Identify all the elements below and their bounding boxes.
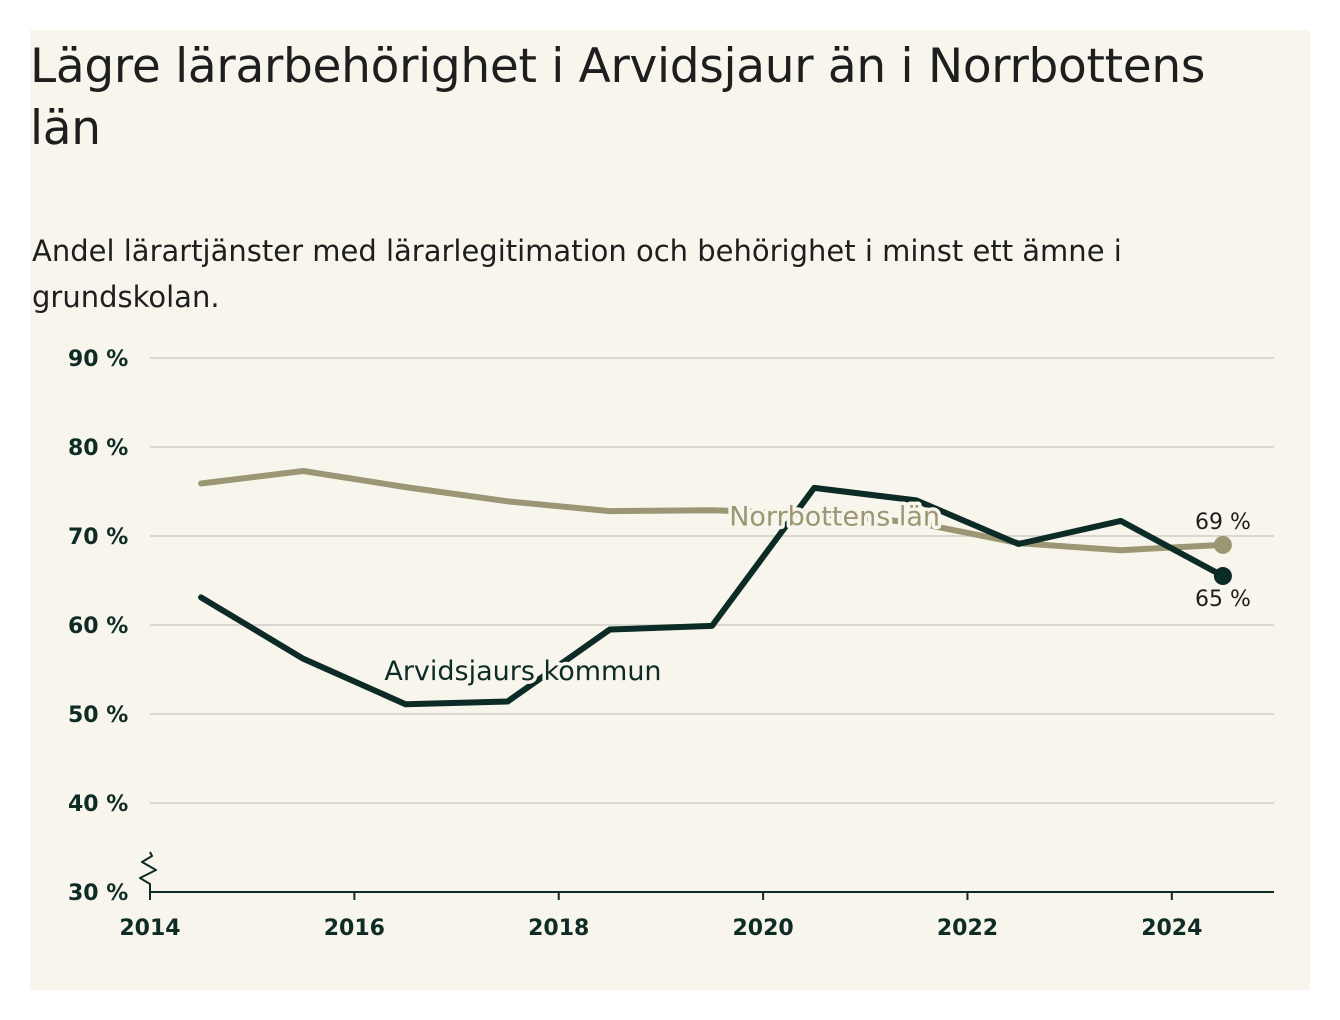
data-series <box>198 468 1226 708</box>
grid-lines <box>150 357 1274 804</box>
x-tick-label: 2016 <box>324 916 385 941</box>
chart-title: Lägre lärarbehörighet i Arvidsjaur än i … <box>30 39 1206 156</box>
series-name-label: Norrbottens län <box>729 501 940 532</box>
axes: 30 % 40 % 50 % 60 % 70 % 80 % 90 % 2014 2016 2018… <box>68 347 1274 941</box>
axis-break-icon <box>139 851 157 892</box>
series-line <box>198 484 1226 708</box>
series-line <box>198 468 1226 554</box>
series-end-point <box>1213 567 1232 586</box>
data-labels: Norrbottens län Arvidsjaurs kommun 69 % 65 … <box>381 498 1251 691</box>
y-tick-label: 30 % <box>68 881 128 906</box>
x-tick-label: 2020 <box>732 916 793 941</box>
y-tick-label: 70 % <box>68 525 128 550</box>
series-end-value-label: 69 % <box>1195 510 1251 535</box>
x-tick-label: 2024 <box>1141 916 1202 941</box>
y-tick-label: 80 % <box>68 436 128 461</box>
x-tick-label: 2018 <box>528 916 589 941</box>
y-tick-label: 60 % <box>68 614 128 639</box>
chart-subtitle: Andel lärartjänster med lärarlegitimatio… <box>32 234 1122 314</box>
x-tick-label: 2022 <box>937 916 998 941</box>
series-name-label: Arvidsjaurs kommun <box>384 656 661 687</box>
x-tick-label: 2014 <box>119 916 180 941</box>
series-end-value-label: 65 % <box>1195 587 1251 612</box>
y-tick-label: 40 % <box>68 792 128 817</box>
y-tick-label: 90 % <box>68 347 128 372</box>
series-end-point <box>1213 535 1232 554</box>
y-tick-label: 50 % <box>68 703 128 728</box>
